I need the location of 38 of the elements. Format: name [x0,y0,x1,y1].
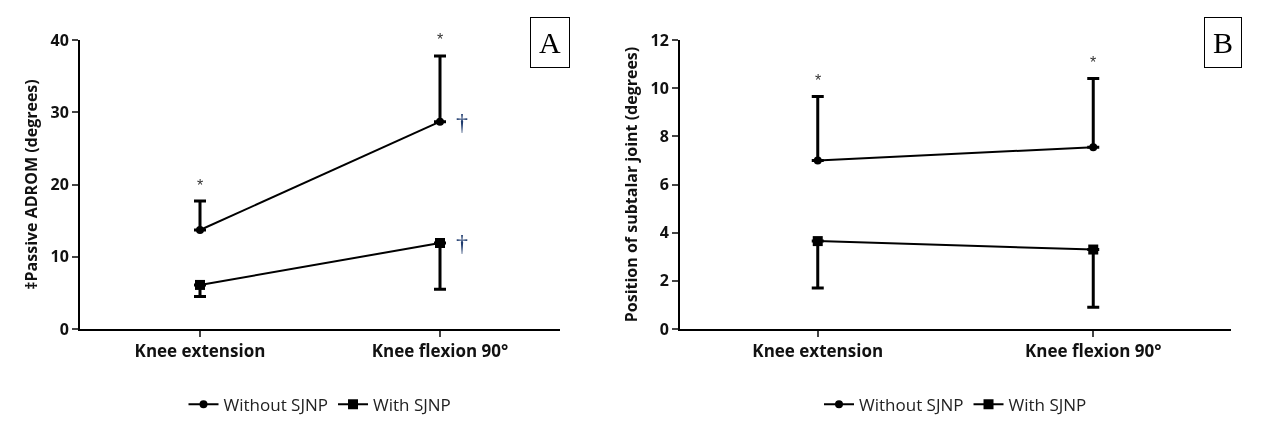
y-tick-label: 8 [659,124,669,147]
point [196,226,204,235]
y-tick-label: 0 [659,317,669,340]
x-tick-label: Knee extension [752,339,884,363]
y-tick-label: 0 [59,317,69,340]
annotation: * [197,177,204,194]
annotation: B [1213,26,1234,59]
y-tick-label: 6 [659,173,669,196]
annotation: * [437,31,444,48]
legend-label: With SJNP [1008,392,1087,416]
y-tick-label: 30 [50,100,69,123]
x-tick-label: Knee flexion 90° [1024,339,1162,363]
y-tick-label: 12 [650,28,669,51]
point [812,236,823,247]
y-tick-label: 20 [50,173,69,196]
point [436,117,444,126]
annotation: A [539,26,561,59]
y-tick-label: 2 [659,269,669,292]
y-tick-label: 10 [50,245,69,268]
legend-label: With SJNP [373,392,451,416]
y-tick-label: 40 [50,28,69,51]
point [1089,143,1098,152]
y-axis-title: Position of subtalar joint (degrees) [620,46,642,323]
point [1088,244,1099,255]
y-axis-title: ‡Passive ADROM (degrees) [20,79,42,290]
point [813,156,822,165]
point [195,279,205,290]
legend-label: Without SJNP [223,392,329,416]
y-tick-label: 4 [659,221,669,244]
annotation: † [456,230,468,256]
annotation: † [456,109,468,135]
x-tick-label: Knee extension [134,339,266,363]
point [435,238,445,249]
y-tick-label: 10 [650,76,669,99]
annotation: * [815,72,822,89]
legend-label: Without SJNP [859,392,964,416]
x-tick-label: Knee flexion 90° [371,339,509,363]
annotation: * [1090,54,1097,71]
